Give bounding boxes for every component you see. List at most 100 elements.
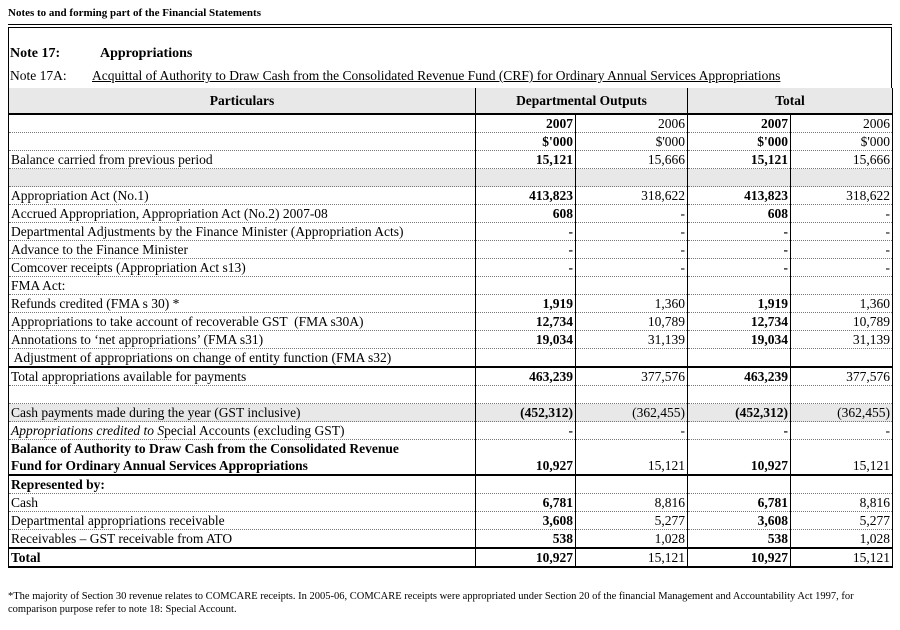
value-cell: 15,121 xyxy=(687,150,791,169)
subnote-heading: Note 17A: Acquittal of Authority to Draw … xyxy=(10,68,780,84)
year-cell: 2006 xyxy=(789,114,894,133)
value-cell: 413,823 xyxy=(687,186,791,205)
value-cell: 538 xyxy=(475,529,576,549)
value-cell: 15,121 xyxy=(475,150,576,169)
year-cell: 2006 xyxy=(575,114,688,133)
unit-cell: $'000 xyxy=(575,132,688,151)
value-cell xyxy=(789,474,894,494)
value-cell: - xyxy=(687,222,791,241)
value-cell: 31,139 xyxy=(789,330,894,349)
table-row xyxy=(8,168,894,187)
row-label-text: Appropriations to take account of recove… xyxy=(11,313,364,329)
value-cell: 6,781 xyxy=(475,493,576,512)
value-cell: - xyxy=(789,204,894,223)
header-total: Total xyxy=(686,88,894,115)
table-row: Annotations to ‘net appropriations’ (FMA… xyxy=(8,330,894,349)
note-box xyxy=(8,27,892,90)
row-label: Appropriations credited to Special Accou… xyxy=(8,421,476,440)
value-cell: 463,239 xyxy=(687,366,791,386)
value-cell: 1,919 xyxy=(687,294,791,313)
year-cell: 2007 xyxy=(687,114,791,133)
header-particulars: Particulars xyxy=(8,88,476,115)
value-cell: 10,789 xyxy=(789,312,894,331)
value-cell: 1,919 xyxy=(475,294,576,313)
blank-cell xyxy=(8,132,476,151)
row-label-text: Appropriation Act (No.1) xyxy=(11,187,149,203)
page-header: Notes to and forming part of the Financi… xyxy=(8,7,261,19)
row-label-text: Total xyxy=(11,549,41,565)
row-label-text: Cash payments made during the year (GST … xyxy=(11,404,301,420)
value-cell: 377,576 xyxy=(789,366,894,386)
years-row: 2007 2006 2007 2006 xyxy=(8,114,894,133)
value-cell: 8,816 xyxy=(789,493,894,512)
row-label: Comcover receipts (Appropriation Act s13… xyxy=(8,258,476,277)
row-label: Total appropriations available for payme… xyxy=(8,366,476,386)
value-cell xyxy=(575,385,688,404)
unit-cell: $'000 xyxy=(687,132,791,151)
row-label: Accrued Appropriation, Appropriation Act… xyxy=(8,204,476,223)
table-header-row: Particulars Departmental Outputs Total xyxy=(8,88,894,115)
note-heading: Note 17: Appropriations xyxy=(10,46,192,62)
unit-cell: $'000 xyxy=(789,132,894,151)
row-label-text: Adjustment of appropriations on change o… xyxy=(11,349,392,365)
value-cell: - xyxy=(687,258,791,277)
value-cell: 19,034 xyxy=(475,330,576,349)
value-cell: - xyxy=(687,421,791,440)
table-row xyxy=(8,385,894,404)
value-cell xyxy=(475,168,576,187)
row-label: Balance carried from previous period xyxy=(8,150,476,169)
row-label: Receivables – GST receivable from ATO xyxy=(8,529,476,549)
value-cell: 15,666 xyxy=(789,150,894,169)
table-row: Receivables – GST receivable from ATO 538… xyxy=(8,529,894,549)
value-cell: - xyxy=(475,240,576,259)
row-label-text: Annotations to ‘net appropriations’ (FMA… xyxy=(11,331,264,347)
row-label: Balance of Authority to Draw Cash from t… xyxy=(8,439,476,476)
row-label-text: Comcover receipts (Appropriation Act s13… xyxy=(11,259,246,275)
row-label: Represented by: xyxy=(8,474,476,494)
value-cell xyxy=(575,474,688,494)
value-cell: 1,360 xyxy=(575,294,688,313)
row-label-italic: Appropriations credited to S xyxy=(11,422,165,438)
value-cell xyxy=(789,276,894,295)
row-label-text: Fund for Ordinary Annual Services Approp… xyxy=(11,458,308,473)
row-label: Annotations to ‘net appropriations’ (FMA… xyxy=(8,330,476,349)
value-cell: - xyxy=(687,240,791,259)
table-row: Appropriations credited to Special Accou… xyxy=(8,421,894,440)
row-label: Advance to the Finance Minister xyxy=(8,240,476,259)
value-cell: - xyxy=(575,258,688,277)
row-label-text: Departmental Adjustments by the Finance … xyxy=(11,223,404,239)
value-cell xyxy=(475,276,576,295)
table-row: FMA Act: xyxy=(8,276,894,295)
value-cell: 413,823 xyxy=(475,186,576,205)
value-cell: - xyxy=(475,258,576,277)
row-label: Departmental appropriations receivable xyxy=(8,511,476,530)
value-cell: 10,789 xyxy=(575,312,688,331)
value-cell: 538 xyxy=(687,529,791,549)
value-cell: - xyxy=(789,258,894,277)
table-row: Balance carried from previous period 15,1… xyxy=(8,150,894,169)
value-cell: 1,360 xyxy=(789,294,894,313)
table-row: Departmental Adjustments by the Finance … xyxy=(8,222,894,241)
value-cell xyxy=(687,385,791,404)
value-cell: - xyxy=(789,240,894,259)
row-label: Cash payments made during the year (GST … xyxy=(8,403,476,422)
value-cell: 15,666 xyxy=(575,150,688,169)
table-row: Total 10,927 15,121 10,927 15,121 xyxy=(8,547,894,568)
row-label-text: Represented by: xyxy=(11,476,105,492)
table-row: Cash payments made during the year (GST … xyxy=(8,403,894,422)
value-cell xyxy=(789,168,894,187)
value-cell: 10,927 xyxy=(475,547,576,568)
row-label: Cash xyxy=(8,493,476,512)
value-cell: 31,139 xyxy=(575,330,688,349)
value-cell: 5,277 xyxy=(575,511,688,530)
row-label-text: Advance to the Finance Minister xyxy=(11,241,188,257)
value-cell: 3,608 xyxy=(475,511,576,530)
value-cell: 10,927 xyxy=(687,439,791,476)
value-cell: 10,927 xyxy=(687,547,791,568)
value-cell: 19,034 xyxy=(687,330,791,349)
value-cell xyxy=(475,348,576,368)
row-label-text: Cash xyxy=(11,494,38,510)
value-cell: 15,121 xyxy=(575,439,688,476)
table-row: Balance of Authority to Draw Cash from t… xyxy=(8,439,894,476)
value-cell xyxy=(475,385,576,404)
